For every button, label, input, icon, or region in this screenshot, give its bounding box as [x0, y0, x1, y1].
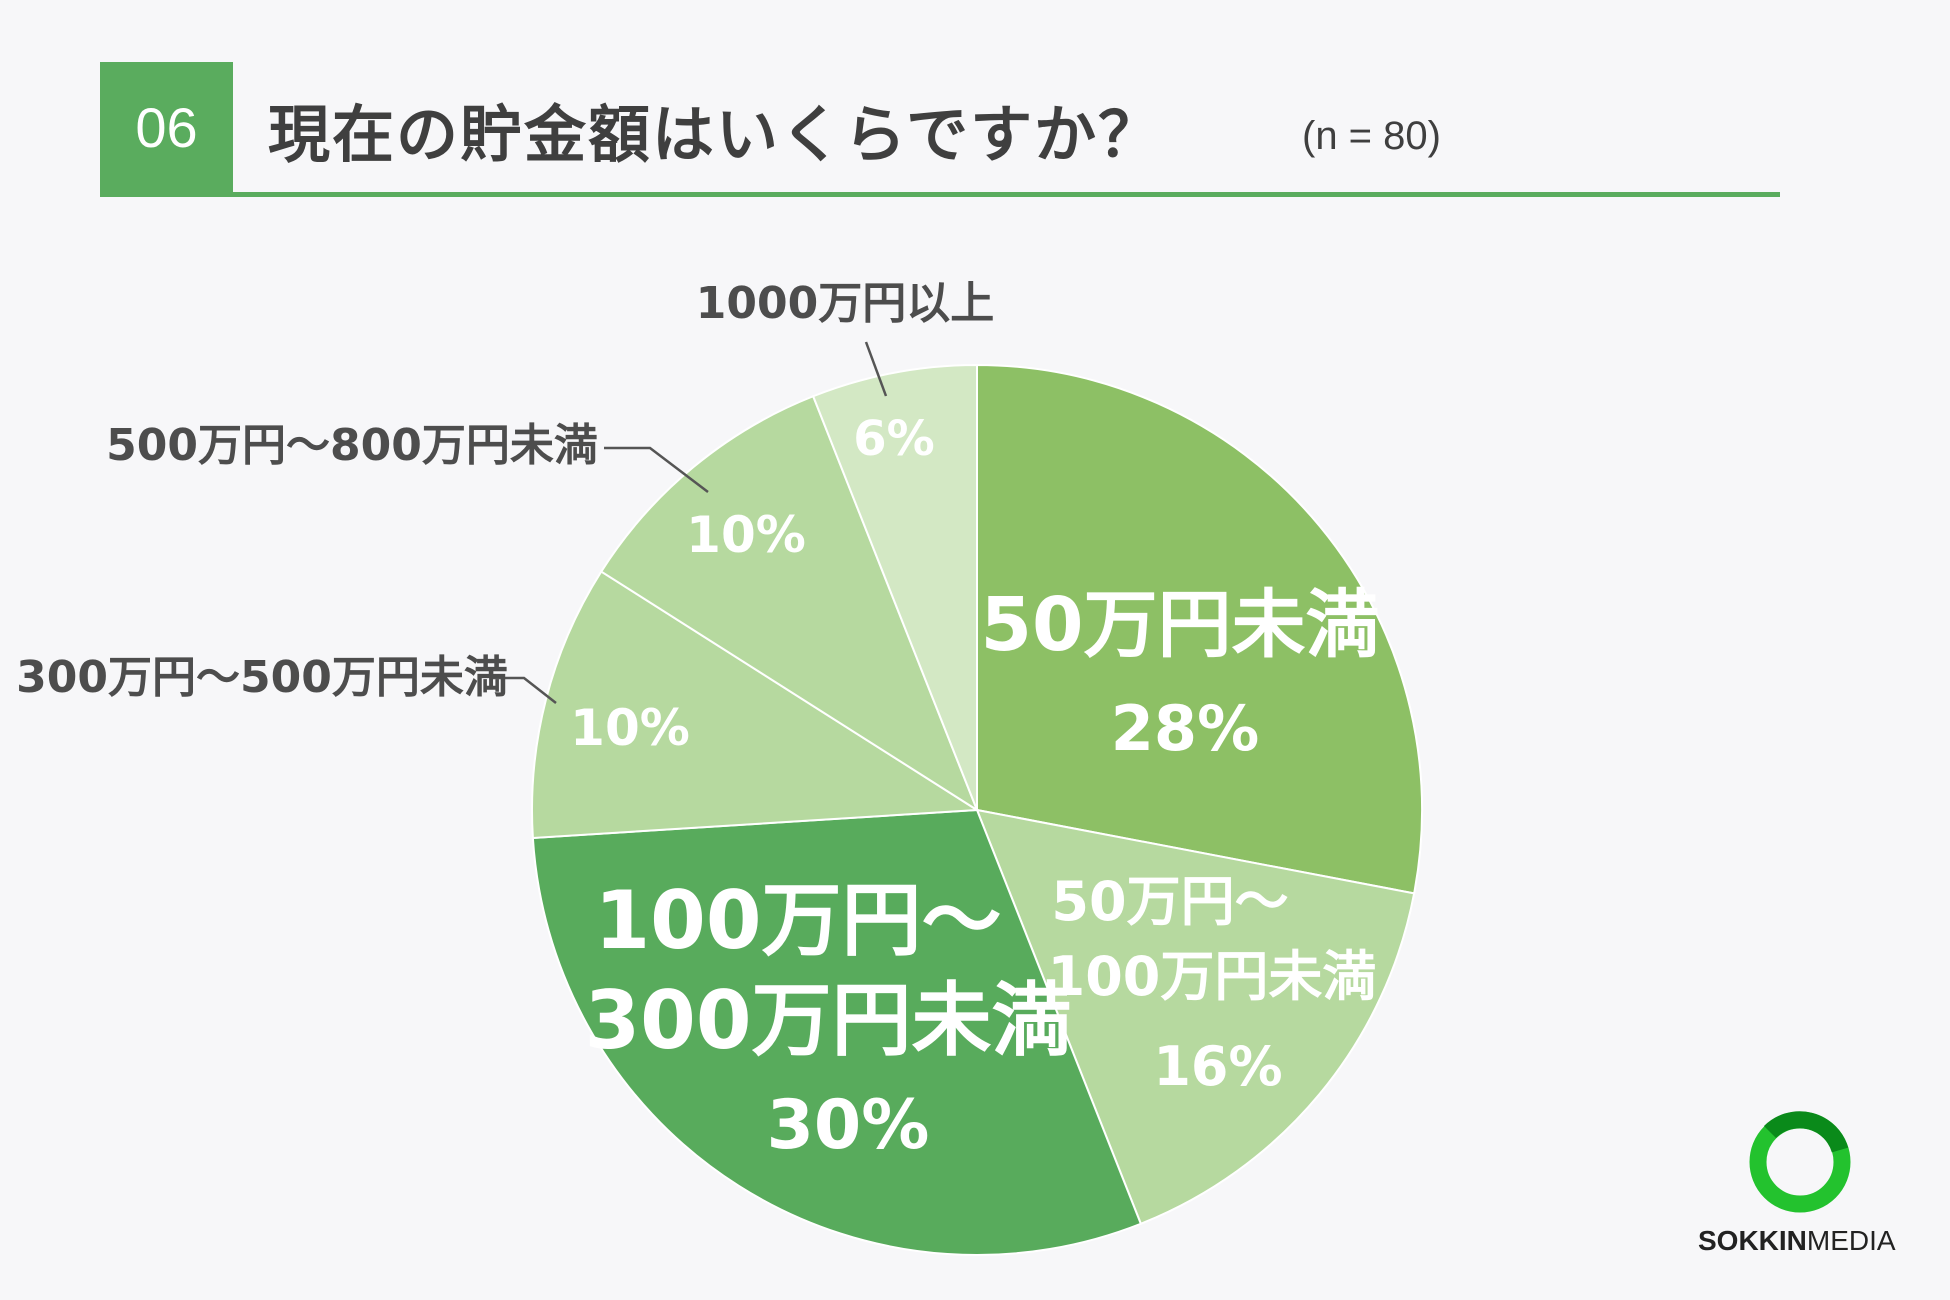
slice-category-label: 50万円～ — [1051, 870, 1288, 933]
leader-line — [604, 446, 709, 493]
leader-line — [492, 676, 557, 704]
question-number-badge: 06 — [100, 62, 233, 192]
slice-category-label: 100万円～ — [595, 874, 1002, 967]
chart-title: 現在の貯金額はいくらですか？ — [268, 98, 1163, 171]
logo-text-bold: SOKKIN — [1698, 1225, 1807, 1256]
logo-ring-icon — [1749, 1111, 1851, 1213]
pie-slice — [531, 570, 981, 840]
pie-slice — [531, 808, 1143, 1256]
leader-line — [864, 341, 888, 397]
slice-percent-label: 6% — [853, 411, 935, 467]
slice-category-label: 500万円～800万円未満 — [106, 420, 598, 471]
pie-slice — [976, 363, 1423, 895]
sample-size: (n = 80) — [1302, 114, 1441, 158]
slice-category-label: 50万円未満 — [981, 582, 1380, 668]
slice-percent-label: 10% — [686, 506, 806, 564]
slice-percent-label: 28% — [1111, 692, 1259, 765]
slice-percent-label: 10% — [570, 699, 690, 757]
logo-text: SOKKINMEDIA — [1698, 1225, 1896, 1257]
pie-slice — [599, 394, 980, 813]
header-underline — [100, 192, 1780, 197]
pie-slice — [975, 808, 1416, 1226]
slice-percent-label: 30% — [767, 1086, 930, 1165]
slice-category-label: 300万円未満 — [585, 974, 1072, 1067]
logo-text-regular: MEDIA — [1806, 1225, 1896, 1256]
slice-category-label: 1000万円以上 — [696, 278, 994, 329]
slice-category-label: 100万円未満 — [1048, 945, 1377, 1008]
slice-category-label: 300万円～500万円未満 — [16, 652, 508, 703]
pie-slice — [811, 363, 978, 811]
sokkin-media-logo: SOKKINMEDIA — [1690, 1105, 1930, 1275]
slice-percent-label: 16% — [1153, 1035, 1282, 1098]
chart-header: 06 現在の貯金額はいくらですか？ (n = 80) — [100, 62, 1780, 197]
